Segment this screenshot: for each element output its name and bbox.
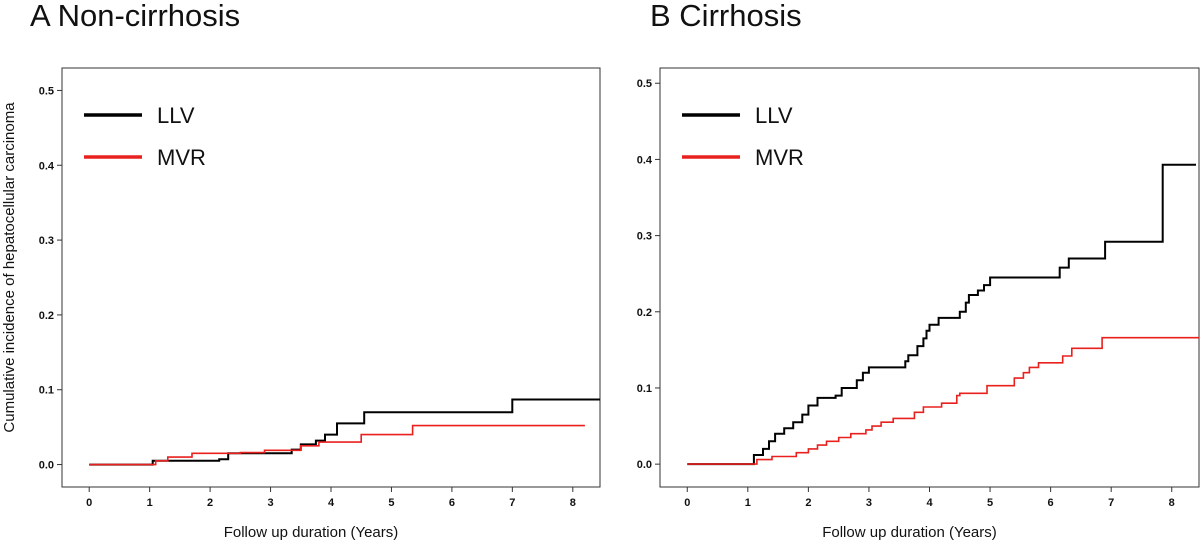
y-tick-label-b: 0.0: [637, 459, 652, 471]
plot-frame-a: [61, 67, 601, 488]
y-tick-label-b: 0.5: [637, 78, 652, 90]
series-line-llv-b: [687, 163, 1196, 466]
y-tick-label-a: 0.3: [39, 235, 54, 247]
series-line-mvr-a: [89, 424, 585, 466]
y-tick-label-b: 0.2: [637, 307, 652, 319]
x-axis-label-b: Follow up duration (Years): [822, 524, 997, 541]
plot-frame-b: [659, 67, 1200, 488]
x-tick-label-b: 1: [745, 497, 751, 509]
y-tick-label-b: 0.1: [637, 383, 652, 395]
y-tick-label-b: 0.3: [637, 231, 652, 243]
y-tick-label-a: 0.5: [39, 85, 54, 97]
x-tick-label-a: 5: [388, 497, 394, 509]
panel-a-title: A Non-cirrhosis: [30, 0, 241, 33]
x-tick-label-a: 0: [86, 497, 92, 509]
x-tick-label-b: 2: [805, 497, 811, 509]
x-tick-label-a: 4: [328, 497, 335, 509]
x-tick-label-b: 3: [866, 497, 872, 509]
x-tick-label-a: 3: [267, 497, 273, 509]
x-tick-label-b: 8: [1169, 497, 1175, 509]
x-tick-label-b: 4: [926, 497, 933, 509]
x-tick-label-a: 2: [207, 497, 213, 509]
series-line-mvr-b: [687, 336, 1199, 465]
x-tick-label-a: 1: [147, 497, 153, 509]
x-tick-label-a: 7: [509, 497, 515, 509]
x-tick-label-b: 7: [1108, 497, 1114, 509]
x-tick-label-a: 8: [570, 497, 576, 509]
x-axis-label-a: Follow up duration (Years): [224, 524, 399, 541]
y-tick-label-a: 0.4: [39, 160, 55, 172]
x-tick-label-b: 5: [987, 497, 993, 509]
x-tick-label-b: 0: [684, 497, 690, 509]
y-tick-label-a: 0.1: [39, 385, 54, 397]
series-line-llv-a: [89, 398, 600, 466]
legend-label-mvr-a: MVR: [157, 145, 206, 170]
y-tick-label-a: 0.0: [39, 460, 54, 472]
legend-label-llv-a: LLV: [157, 103, 195, 128]
x-tick-label-a: 6: [449, 497, 455, 509]
x-tick-label-b: 6: [1048, 497, 1054, 509]
y-tick-label-a: 0.2: [39, 310, 54, 322]
y-axis-label-a: Cumulative incidence of hepatocellular c…: [1, 102, 18, 433]
panel-b-title: B Cirrhosis: [650, 0, 802, 33]
legend-label-mvr-b: MVR: [755, 145, 804, 170]
legend-label-llv-b: LLV: [755, 103, 793, 128]
y-tick-label-b: 0.4: [637, 154, 653, 166]
